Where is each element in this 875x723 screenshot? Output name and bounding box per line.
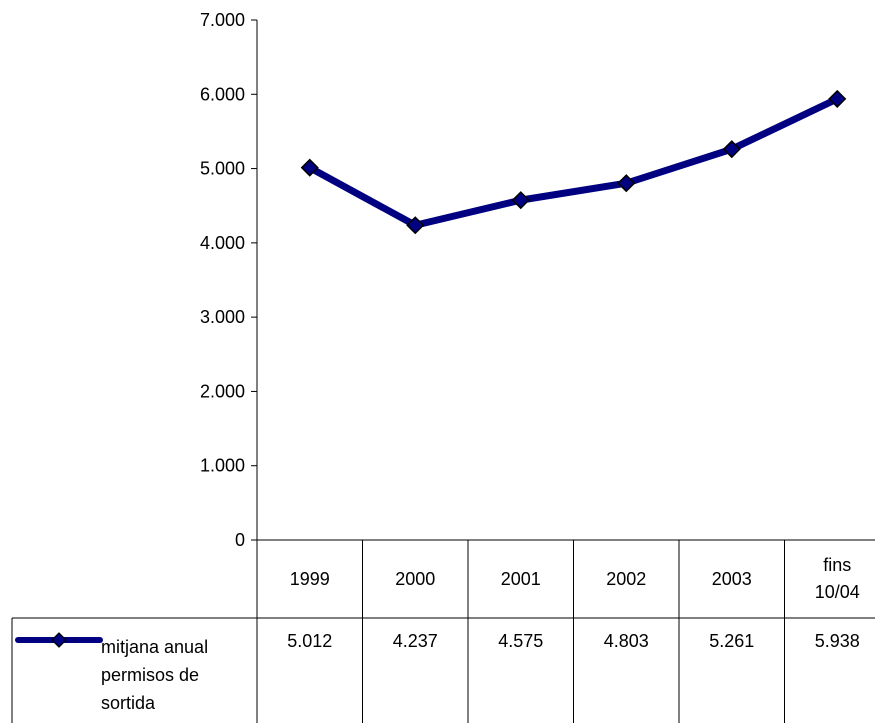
x-category-label: 2001 xyxy=(501,569,541,589)
data-point-marker xyxy=(617,174,636,193)
y-tick-label: 5.000 xyxy=(200,159,245,179)
data-table-value: 4.803 xyxy=(604,631,649,651)
series-line xyxy=(306,95,841,229)
y-tick-label: 2.000 xyxy=(200,381,245,401)
x-category-label: 2002 xyxy=(606,569,646,589)
y-tick-label: 0 xyxy=(235,530,245,550)
data-table-value: 5.261 xyxy=(709,631,754,651)
x-category-label: 2003 xyxy=(712,569,752,589)
y-tick-label: 7.000 xyxy=(200,10,245,30)
y-tick-label: 1.000 xyxy=(200,456,245,476)
data-point-marker xyxy=(511,191,530,210)
x-category-label: fins 10/04 xyxy=(815,555,860,602)
data-table-value: 5.012 xyxy=(287,631,332,651)
data-table-value: 4.237 xyxy=(393,631,438,651)
y-tick-label: 4.000 xyxy=(200,233,245,253)
data-table-value: 5.938 xyxy=(815,631,860,651)
data-point-marker xyxy=(300,158,319,177)
data-point-marker xyxy=(828,89,847,108)
data-point-marker xyxy=(722,140,741,159)
data-table-value: 4.575 xyxy=(498,631,543,651)
x-category-label: 1999 xyxy=(290,569,330,589)
legend-series-name: mitjana anual permisos de sortida xyxy=(101,637,208,713)
y-tick-label: 6.000 xyxy=(200,84,245,104)
legend-diamond-marker xyxy=(51,632,67,648)
y-tick-label: 3.000 xyxy=(200,307,245,327)
data-point-marker xyxy=(406,216,425,235)
x-category-label: 2000 xyxy=(395,569,435,589)
